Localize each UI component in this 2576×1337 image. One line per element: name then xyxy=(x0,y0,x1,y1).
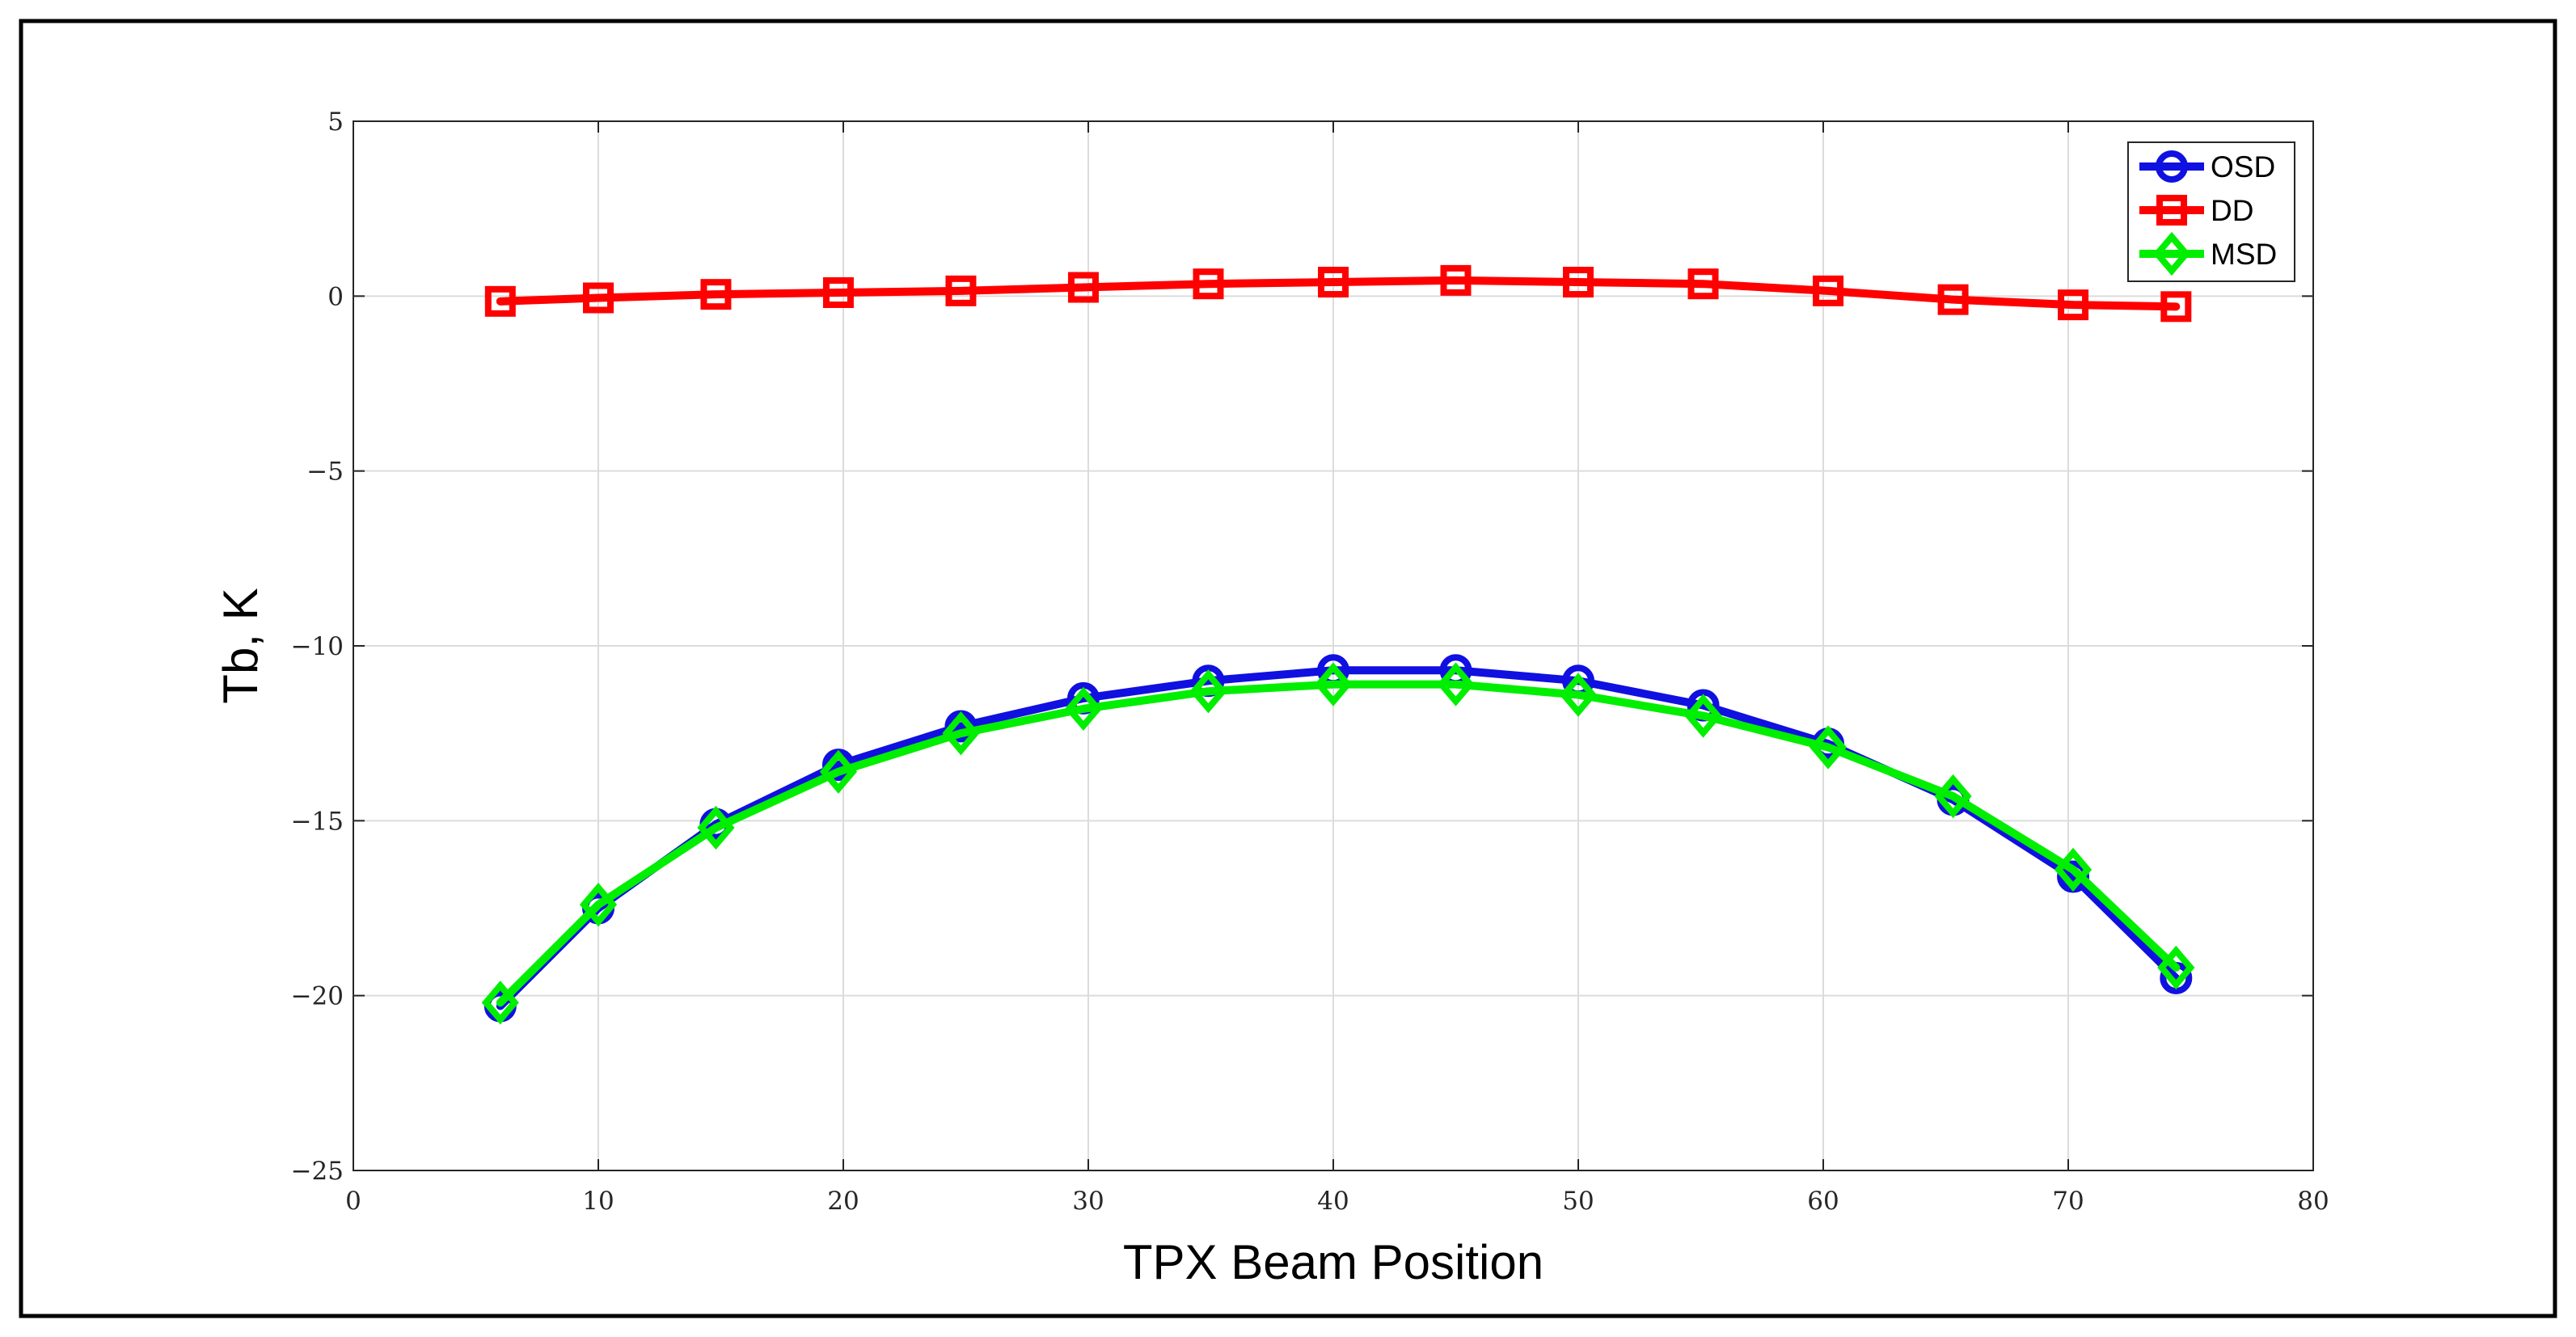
x-tick-label: 60 xyxy=(1807,1187,1839,1216)
data-point-msd xyxy=(819,749,858,794)
x-tick-labels: 0 10 20 30 40 50 60 70 80 xyxy=(345,1187,2329,1216)
data-point-msd xyxy=(1314,662,1353,706)
x-tick-label: 70 xyxy=(2052,1187,2084,1216)
data-point-msd xyxy=(1189,669,1227,714)
data-point-msd xyxy=(1437,662,1475,706)
data-point-dd xyxy=(700,279,732,310)
data-point-dd xyxy=(1440,264,1472,296)
y-tick-label: −20 xyxy=(291,982,344,1011)
x-axis-label: TPX Beam Position xyxy=(1123,1235,1543,1289)
x-tick-label: 50 xyxy=(1562,1187,1594,1216)
legend-swatch-marker xyxy=(2156,195,2187,226)
legend-label: OSD xyxy=(2211,150,2275,183)
data-point-dd xyxy=(2058,289,2089,321)
series-line-msd xyxy=(496,680,2181,1007)
series-msd xyxy=(481,662,2195,1025)
data-point-msd xyxy=(1809,725,1848,770)
series-dd xyxy=(484,264,2192,323)
legend-item-msd[interactable]: MSD xyxy=(2139,231,2277,276)
data-series xyxy=(481,264,2195,1025)
data-point-dd xyxy=(1563,267,1594,298)
y-tick-label: −10 xyxy=(291,632,344,661)
data-point-msd xyxy=(2054,847,2092,892)
y-tick-label: −15 xyxy=(291,807,344,836)
data-point-msd xyxy=(1559,673,1598,717)
x-tick-label: 80 xyxy=(2297,1187,2329,1216)
legend-item-dd[interactable]: DD xyxy=(2139,194,2253,227)
legend[interactable]: OSD DD MSD xyxy=(2127,141,2295,282)
legend-label: MSD xyxy=(2211,238,2277,271)
y-tick-label: 5 xyxy=(327,108,344,137)
data-point-msd xyxy=(1684,694,1722,738)
data-point-dd xyxy=(822,277,854,309)
data-point-msd xyxy=(1064,686,1103,732)
series-line-dd xyxy=(496,276,2181,311)
data-point-dd xyxy=(1813,275,1844,306)
y-tick-labels: 5 0 −5 −10 −15 −20 −25 xyxy=(291,108,344,1186)
tick-marks xyxy=(353,120,2314,1171)
data-point-msd xyxy=(942,711,980,756)
legend-label: DD xyxy=(2211,194,2253,227)
x-tick-label: 40 xyxy=(1317,1187,1349,1216)
x-tick-label: 30 xyxy=(1072,1187,1104,1216)
data-point-msd xyxy=(1934,774,1972,819)
figure-border xyxy=(19,19,2557,1318)
y-tick-label: 0 xyxy=(327,282,344,311)
y-tick-label: −5 xyxy=(306,458,344,487)
legend-swatch-marker xyxy=(2152,231,2191,276)
x-tick-label: 10 xyxy=(582,1187,614,1216)
x-tick-label: 0 xyxy=(345,1187,361,1216)
x-tick-label: 20 xyxy=(827,1187,859,1216)
data-point-dd xyxy=(1067,272,1099,303)
data-point-msd xyxy=(481,981,519,1025)
data-point-dd xyxy=(484,285,516,317)
y-tick-label: −25 xyxy=(291,1157,344,1186)
data-point-msd xyxy=(2157,945,2195,990)
data-point-dd xyxy=(1687,268,1719,300)
data-point-dd xyxy=(583,282,614,314)
data-point-dd xyxy=(945,275,977,306)
data-point-msd xyxy=(697,805,735,850)
y-axis-label: Tb, K xyxy=(213,588,268,703)
data-point-dd xyxy=(2160,291,2192,323)
legend-item-osd[interactable]: OSD xyxy=(2139,150,2275,183)
data-point-dd xyxy=(1937,284,1969,315)
data-point-msd xyxy=(579,882,618,927)
data-point-dd xyxy=(1318,267,1349,298)
data-point-dd xyxy=(1193,268,1224,300)
legend-swatch-marker xyxy=(2156,150,2188,183)
